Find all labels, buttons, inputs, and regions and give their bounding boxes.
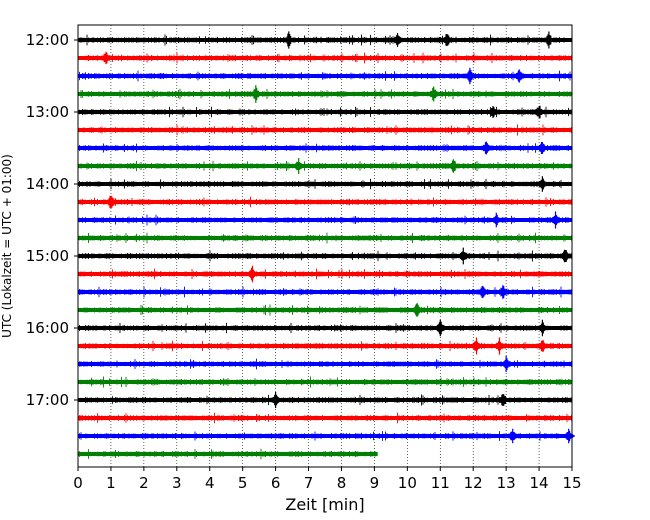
x-tick-label: 13	[497, 474, 516, 492]
y-tick-label: 14:00	[26, 175, 69, 193]
seismic-traces	[77, 31, 575, 460]
x-tick-label: 6	[271, 474, 281, 492]
trace-row	[78, 200, 572, 204]
seismic-event	[536, 142, 549, 154]
trace-row	[78, 164, 572, 168]
seismic-event	[496, 394, 509, 406]
seismic-event	[493, 337, 506, 355]
trace-row	[78, 380, 572, 384]
x-tick-label: 2	[139, 474, 149, 492]
x-tick-label: 8	[337, 474, 347, 492]
trace-row	[78, 254, 572, 258]
x-tick-label: 0	[73, 474, 83, 492]
seismic-event	[470, 337, 483, 355]
seismic-event	[487, 106, 499, 118]
y-axis-label: UTC (Lokalzeit = UTC + 01:00)	[0, 154, 14, 338]
x-axis-label: Zeit [min]	[285, 495, 364, 514]
seismic-event	[536, 340, 549, 352]
seismic-event	[536, 319, 549, 337]
x-tick-label: 11	[431, 474, 450, 492]
y-tick-label: 13:00	[26, 103, 69, 121]
trace-row	[78, 308, 572, 312]
trace-row	[78, 272, 572, 276]
trace-row	[78, 434, 572, 438]
plot-frame	[77, 24, 573, 468]
seismic-event	[536, 176, 549, 192]
seismic-event	[542, 31, 555, 49]
x-tick-label: 4	[205, 474, 215, 492]
seismic-event	[490, 212, 503, 228]
x-tick-label: 15	[562, 474, 581, 492]
trace-row	[78, 290, 572, 294]
seismic-event	[447, 159, 460, 173]
x-tick-label: 1	[106, 474, 116, 492]
x-tick-label: 14	[530, 474, 549, 492]
trace-row	[78, 182, 572, 186]
seismic-event	[104, 195, 117, 209]
trace-row	[78, 128, 572, 132]
trace-row	[78, 218, 572, 222]
y-tick-label: 16:00	[26, 319, 69, 337]
seismic-event	[100, 51, 112, 65]
x-tick-label: 5	[238, 474, 248, 492]
trace-row	[78, 326, 572, 330]
y-tick-label: 17:00	[26, 391, 69, 409]
trace-row	[78, 110, 572, 114]
seismic-event	[496, 285, 509, 299]
seismic-event	[434, 319, 447, 337]
x-tick-label: 12	[464, 474, 483, 492]
trace-row	[78, 74, 572, 78]
y-axis-ticks: 12:00 13:00 14:00 15:00 16:00 17:00	[26, 31, 78, 409]
seismic-event	[463, 67, 476, 85]
trace-row	[78, 92, 572, 96]
seismic-event	[249, 85, 262, 103]
seismic-event	[477, 285, 490, 299]
seismic-event	[440, 34, 453, 46]
seismic-event	[513, 69, 526, 83]
seismic-event	[506, 428, 519, 444]
trace-row	[78, 56, 572, 60]
seismic-event	[559, 249, 572, 263]
trace-row	[78, 146, 572, 150]
seismic-event	[533, 105, 546, 119]
trace-row	[78, 398, 572, 402]
seismic-event	[500, 356, 513, 372]
trace-row	[78, 38, 572, 42]
seismic-event	[411, 303, 424, 317]
trace-row	[78, 344, 572, 348]
x-tick-label: 10	[398, 474, 417, 492]
y-tick-label: 15:00	[26, 247, 69, 265]
y-tick-label: 12:00	[26, 31, 69, 49]
seismic-event	[282, 31, 295, 49]
seismic-event	[480, 141, 493, 155]
x-axis-ticks: 0 1 2 3 4 5 6 7 8 9 10 11 12 13 14 15	[73, 467, 582, 492]
trace-row	[78, 362, 572, 366]
seismic-event	[427, 86, 440, 102]
seismic-event	[549, 211, 562, 229]
seismic-event	[292, 158, 305, 174]
seismic-event	[269, 392, 282, 408]
seismic-event	[391, 33, 404, 47]
seismic-event	[246, 265, 259, 283]
trace-row	[78, 236, 572, 240]
x-tick-label: 7	[304, 474, 314, 492]
x-tick-label: 3	[172, 474, 182, 492]
trace-row	[78, 416, 572, 420]
x-tick-label: 9	[370, 474, 380, 492]
seismic-event	[457, 247, 470, 265]
